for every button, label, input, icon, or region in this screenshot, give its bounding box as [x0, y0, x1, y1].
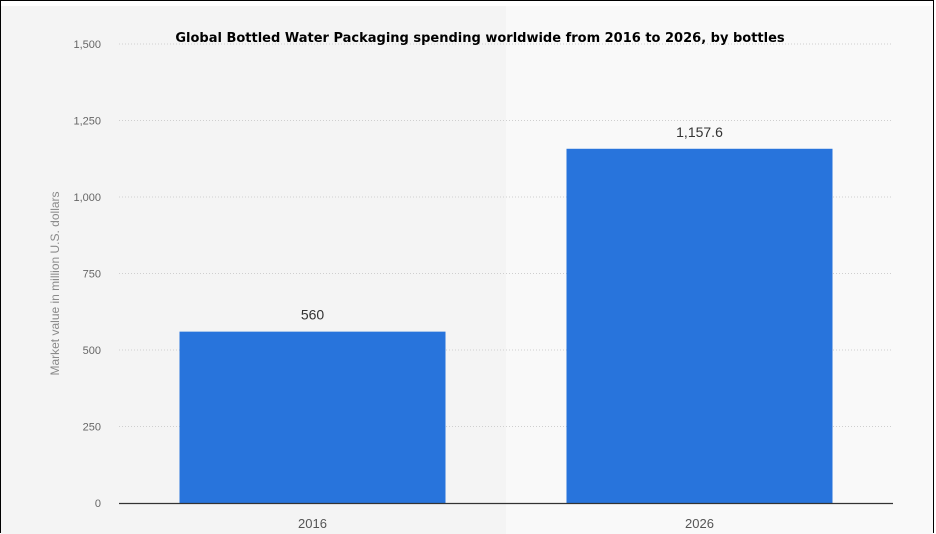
x-tick-label: 2026 — [685, 516, 714, 531]
y-axis-label: Market value in million U.S. dollars — [48, 191, 62, 375]
data-label-2016: 560 — [301, 307, 325, 323]
y-tick-label: 1,500 — [73, 39, 101, 51]
y-tick-label: 250 — [83, 422, 101, 434]
bars — [179, 148, 833, 503]
x-axis-ticks: 2016 2026 — [298, 516, 714, 531]
y-axis-ticks: 0 250 500 750 1,000 1,250 1,500 — [73, 39, 101, 510]
chart-title: Global Bottled Water Packaging spending … — [175, 31, 785, 46]
y-tick-label: 1,000 — [73, 192, 101, 204]
y-tick-label: 500 — [83, 345, 101, 357]
data-label-2026: 1,157.6 — [676, 124, 723, 140]
x-tick-label: 2016 — [298, 516, 327, 531]
y-tick-label: 1,250 — [73, 116, 101, 128]
y-tick-label: 750 — [83, 269, 101, 281]
data-labels: 560 1,157.6 — [301, 124, 723, 323]
bar-2016 — [179, 331, 446, 503]
bar-2026 — [566, 148, 833, 503]
y-tick-label: 0 — [95, 498, 101, 510]
